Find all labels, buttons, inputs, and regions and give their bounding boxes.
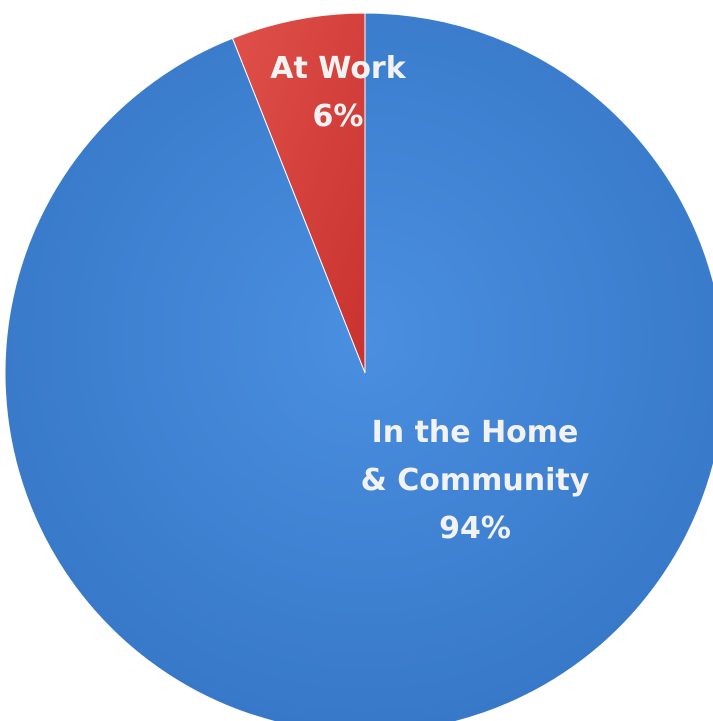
pie-slice-at-work [231, 12, 366, 374]
pie-slice-home-community [4, 12, 713, 721]
slice-category-label: At Work [270, 51, 406, 86]
pie-slices [4, 12, 713, 721]
pie-labels: At Work 6% In the Home & Community 94% [270, 51, 589, 546]
slice-category-label: & Community [361, 463, 590, 498]
slice-value-label: 6% [313, 99, 364, 134]
slice-category-label: In the Home [372, 415, 579, 450]
slice-value-label: 94% [439, 511, 511, 546]
